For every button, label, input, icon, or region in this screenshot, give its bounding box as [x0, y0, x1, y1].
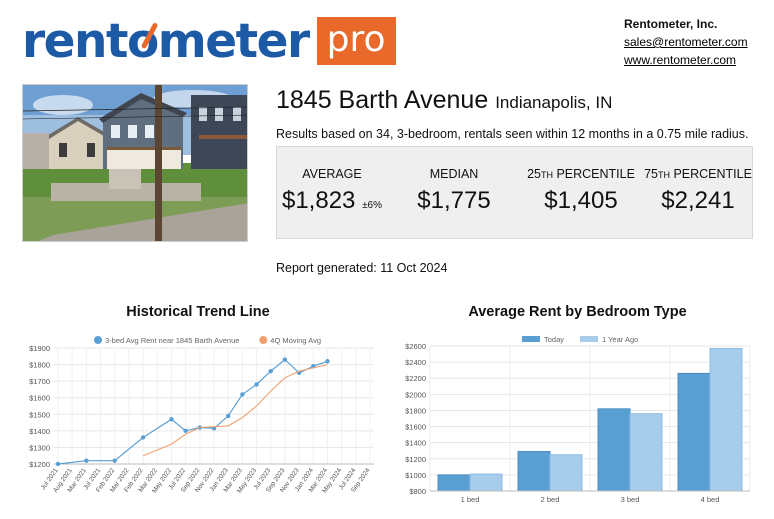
x-tick-label: 1 bed — [461, 495, 480, 504]
legend-swatch-1 — [259, 336, 268, 344]
bar-1-bed-1 — [469, 473, 503, 492]
data-point — [183, 428, 188, 434]
legend-swatch-0 — [94, 336, 102, 344]
stat-average-value: $1,823 ±6% — [281, 187, 383, 214]
y-tick-label: $1400 — [29, 427, 50, 436]
stat-75th-percentile: 75TH PERCENTILE $2,241 — [643, 147, 753, 240]
y-tick-label: $1600 — [405, 423, 426, 432]
historical-trend-chart: 3-bed Avg Rent near 1845 Barth Avenue 4Q … — [29, 336, 374, 495]
property-photo — [22, 84, 248, 242]
data-point — [282, 357, 288, 362]
legend-label-0: 3-bed Avg Rent near 1845 Barth Avenue — [105, 336, 239, 345]
bedroom-bar-chart: Today 1 Year Ago $800 $1000 $1200 $1400 $1600 $… — [405, 335, 751, 504]
street-address: 1845 Barth Avenue — [276, 86, 489, 114]
company-website-link[interactable]: www.rentometer.com — [624, 53, 737, 67]
company-name: Rentometer, Inc. — [624, 17, 718, 31]
trend-chart-title: Historical Trend Line — [126, 304, 270, 320]
bar-2-bed-1 — [549, 454, 583, 492]
stat-median-label: MEDIAN — [429, 167, 479, 181]
x-tick-label: 4 bed — [701, 495, 720, 504]
y-tick-label: $1500 — [29, 410, 50, 419]
data-point — [225, 413, 231, 419]
data-point — [140, 435, 146, 440]
legend-swatch-1 — [580, 336, 598, 342]
legend-swatch-0 — [522, 336, 540, 342]
legend-label-1: 1 Year Ago — [602, 335, 638, 344]
y-tick-label: $1200 — [405, 455, 426, 464]
stat-median: MEDIAN $1,775 — [393, 147, 515, 240]
stat-25th-percentile: 25TH PERCENTILE $1,405 — [525, 147, 637, 240]
stat-75th-value: $2,241 — [661, 187, 735, 214]
bar-1-bed-0 — [437, 474, 471, 492]
stat-25th-value: $1,405 — [544, 187, 618, 214]
y-tick-label: $1800 — [405, 406, 426, 415]
logo-wordmark: rentometer — [22, 13, 310, 69]
bar-4-bed-1 — [709, 347, 743, 492]
report-generated-date: Report generated: 11 Oct 2024 — [276, 261, 448, 275]
y-tick-label: $2400 — [405, 358, 426, 367]
property-address: 1845 Barth Avenue Indianapolis, IN — [276, 86, 612, 115]
rent-stats-panel: AVERAGE $1,823 ±6% MEDIAN $1,775 25TH PE… — [276, 146, 753, 239]
data-point — [112, 458, 117, 463]
city-state: Indianapolis, IN — [495, 93, 613, 112]
series-line-0 — [57, 358, 328, 465]
data-point — [240, 392, 245, 397]
bedroom-chart-title: Average Rent by Bedroom Type — [468, 304, 687, 320]
data-point — [55, 461, 61, 467]
y-tick-label: $2600 — [405, 342, 426, 351]
y-tick-label: $2000 — [405, 390, 426, 399]
company-email-link[interactable]: sales@rentometer.com — [624, 35, 748, 49]
y-tick-label: $1800 — [29, 361, 50, 370]
y-tick-label: $1000 — [405, 471, 426, 480]
bar-3-bed-1 — [629, 413, 663, 492]
bar-3-bed-0 — [597, 408, 631, 492]
stat-median-value: $1,775 — [417, 187, 491, 214]
data-point — [254, 382, 259, 387]
logo-pro-badge: pro — [316, 17, 396, 65]
x-tick-label: 3 bed — [621, 495, 640, 504]
data-point — [84, 458, 89, 463]
bar-2-bed-0 — [517, 451, 551, 492]
stat-average-label: AVERAGE — [302, 167, 362, 181]
y-tick-label: $1700 — [29, 377, 50, 386]
data-point — [169, 417, 174, 422]
bar-4-bed-0 — [677, 372, 711, 492]
data-point — [268, 369, 273, 374]
stat-average-margin: ±6% — [362, 200, 383, 211]
data-point — [325, 359, 330, 364]
company-info: Rentometer, Inc. sales@rentometer.com ww… — [624, 15, 748, 69]
y-tick-label: $1600 — [29, 394, 50, 403]
stat-25th-label: 25TH PERCENTILE — [527, 167, 635, 181]
stat-average: AVERAGE $1,823 ±6% — [277, 147, 387, 240]
y-tick-label: $800 — [409, 487, 426, 496]
y-tick-label: $1900 — [29, 344, 50, 353]
y-tick-label: $1300 — [29, 443, 50, 452]
y-tick-label: $1200 — [29, 460, 50, 469]
legend-label-0: Today — [544, 335, 564, 344]
series-line-1 — [142, 364, 328, 457]
legend-label-1: 4Q Moving Avg — [270, 336, 321, 345]
results-summary: Results based on 34, 3-bedroom, rentals … — [276, 127, 749, 141]
y-tick-label: $2200 — [405, 374, 426, 383]
stat-75th-label: 75TH PERCENTILE — [644, 167, 752, 181]
y-tick-label: $1400 — [405, 439, 426, 448]
x-tick-label: 2 bed — [541, 495, 560, 504]
rentometer-pro-logo: rentometer pro — [22, 14, 396, 68]
